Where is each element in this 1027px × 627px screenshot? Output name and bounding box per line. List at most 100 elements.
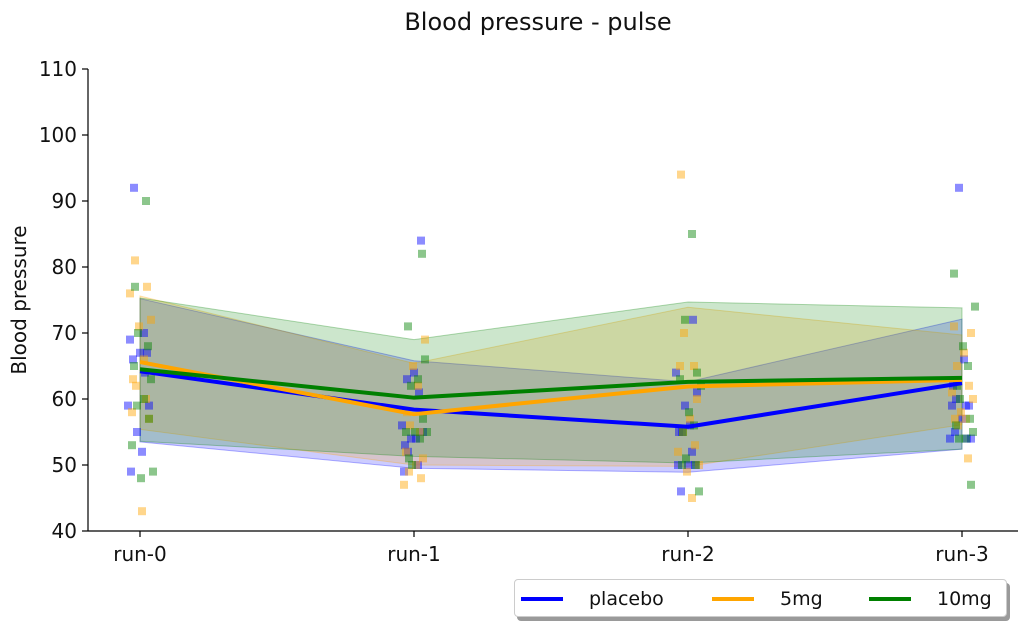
point-5mg-2-11 xyxy=(688,494,696,502)
y-tick-label-90: 90 xyxy=(52,189,77,213)
x-tick-label-run-3: run-3 xyxy=(935,542,989,566)
point-placebo-1-8 xyxy=(401,441,409,450)
point-10mg-2-7 xyxy=(679,428,687,436)
point-5mg-0-11 xyxy=(138,507,146,516)
point-placebo-0-4 xyxy=(136,348,144,357)
band-placebo xyxy=(139,298,963,473)
point-5mg-2-6 xyxy=(679,428,687,436)
line-10mg xyxy=(139,367,963,400)
point-placebo-3-10 xyxy=(946,434,954,443)
point-10mg-0-3 xyxy=(144,342,152,351)
point-10mg-2-1 xyxy=(681,315,689,324)
point-10mg-2-3 xyxy=(676,375,684,384)
point-5mg-1-9 xyxy=(405,467,413,476)
point-5mg-3-8 xyxy=(962,414,970,423)
band-5mg xyxy=(139,295,963,467)
point-placebo-1-6 xyxy=(407,434,415,443)
mean-lines xyxy=(139,360,963,429)
point-5mg-1-11 xyxy=(400,480,408,489)
point-5mg-0-8 xyxy=(142,395,150,403)
point-5mg-3-1 xyxy=(967,329,975,337)
point-5mg-1-4 xyxy=(406,421,414,430)
point-placebo-3-11 xyxy=(967,434,975,443)
point-placebo-3-0 xyxy=(955,183,963,192)
point-5mg-0-7 xyxy=(132,381,140,390)
point-placebo-0-0 xyxy=(130,183,138,192)
legend-swatch-10mg xyxy=(869,597,911,601)
band-10mg xyxy=(139,297,963,464)
y-tick-label-50: 50 xyxy=(52,453,77,477)
point-5mg-2-9 xyxy=(695,461,703,469)
point-placebo-3-3 xyxy=(952,395,960,403)
point-10mg-1-2 xyxy=(421,355,429,364)
point-placebo-2-2 xyxy=(693,388,701,397)
point-placebo-1-0 xyxy=(417,236,425,245)
point-placebo-1-7 xyxy=(412,434,420,443)
point-5mg-2-0 xyxy=(677,170,685,179)
point-10mg-2-10 xyxy=(678,461,686,469)
point-10mg-3-1 xyxy=(971,302,979,311)
data-points xyxy=(124,170,979,516)
x-tick-label-run-2: run-2 xyxy=(661,542,715,566)
point-5mg-1-2 xyxy=(414,381,422,390)
point-5mg-1-7 xyxy=(419,454,427,463)
point-5mg-3-2 xyxy=(960,348,968,357)
point-10mg-0-5 xyxy=(147,375,155,384)
point-10mg-3-6 xyxy=(966,414,974,423)
point-placebo-2-1 xyxy=(672,368,680,377)
legend-swatch-5mg xyxy=(712,597,754,601)
point-placebo-1-9 xyxy=(404,447,412,456)
legend-label-5mg: 5mg xyxy=(780,588,823,610)
point-10mg-1-8 xyxy=(411,428,419,436)
point-10mg-0-10 xyxy=(149,467,157,476)
point-5mg-0-9 xyxy=(128,408,136,417)
point-5mg-0-2 xyxy=(126,289,134,298)
legend-label-10mg: 10mg xyxy=(937,588,992,610)
point-placebo-2-7 xyxy=(688,447,696,456)
point-10mg-1-6 xyxy=(402,428,410,436)
point-10mg-0-2 xyxy=(134,329,142,337)
point-10mg-1-0 xyxy=(418,249,426,258)
point-5mg-0-3 xyxy=(147,315,155,324)
point-5mg-2-10 xyxy=(683,467,691,476)
point-10mg-1-9 xyxy=(416,434,424,443)
point-placebo-0-8 xyxy=(145,401,153,410)
point-5mg-0-6 xyxy=(129,375,137,384)
point-5mg-3-6 xyxy=(969,395,977,403)
point-placebo-3-6 xyxy=(965,401,973,410)
point-5mg-0-1 xyxy=(143,282,151,291)
point-placebo-3-8 xyxy=(951,428,959,436)
point-5mg-1-8 xyxy=(412,461,420,469)
point-10mg-3-0 xyxy=(950,269,958,278)
point-5mg-2-2 xyxy=(690,362,698,370)
point-placebo-0-7 xyxy=(124,401,132,410)
point-placebo-1-2 xyxy=(403,375,411,384)
point-10mg-3-9 xyxy=(962,434,970,443)
chart-title: Blood pressure - pulse xyxy=(404,8,671,36)
point-placebo-1-11 xyxy=(400,467,408,476)
point-10mg-0-4 xyxy=(130,362,138,370)
point-5mg-1-5 xyxy=(416,428,424,436)
point-5mg-2-7 xyxy=(691,441,699,450)
point-5mg-2-8 xyxy=(674,447,682,456)
point-placebo-0-3 xyxy=(143,348,151,357)
point-placebo-3-7 xyxy=(958,414,966,423)
point-placebo-0-1 xyxy=(140,329,148,337)
line-placebo xyxy=(139,369,963,429)
point-10mg-1-4 xyxy=(407,381,415,390)
y-axis-label: Blood pressure xyxy=(7,225,31,374)
point-5mg-0-5 xyxy=(140,355,148,364)
point-placebo-3-1 xyxy=(960,355,968,364)
point-placebo-3-5 xyxy=(948,401,956,410)
point-placebo-2-3 xyxy=(681,401,689,410)
y-tick-label-100: 100 xyxy=(39,123,77,147)
point-10mg-0-11 xyxy=(137,474,145,483)
point-10mg-0-0 xyxy=(142,197,150,205)
legend-item-10mg: 10mg xyxy=(869,580,992,618)
point-placebo-1-1 xyxy=(410,368,418,377)
point-10mg-2-5 xyxy=(685,408,693,417)
point-placebo-1-10 xyxy=(414,461,422,469)
point-5mg-3-3 xyxy=(953,362,961,370)
point-10mg-3-8 xyxy=(969,428,977,436)
